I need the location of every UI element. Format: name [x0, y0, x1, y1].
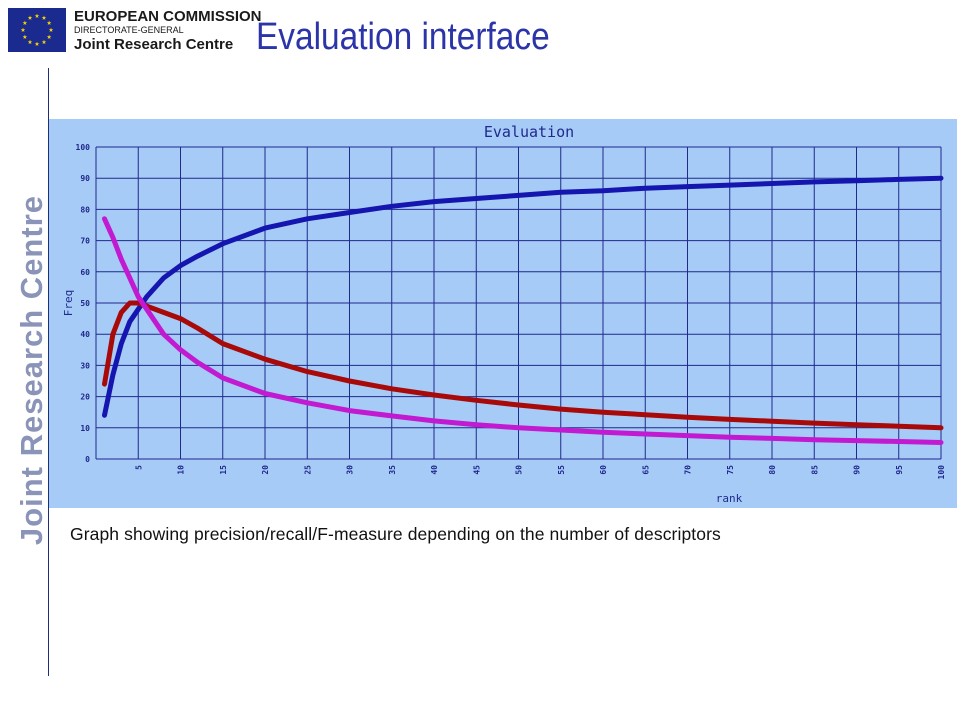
eu-flag-icon	[8, 8, 66, 52]
y-axis-label: Freq	[62, 290, 75, 317]
x-tick-label: 65	[641, 465, 650, 475]
flag-star	[22, 34, 28, 39]
y-tick-label: 80	[80, 205, 90, 214]
figure-caption: Graph showing precision/recall/F-measure…	[70, 524, 721, 544]
x-tick-label: 90	[853, 465, 862, 475]
flag-star	[20, 27, 26, 32]
flag-star	[22, 20, 28, 25]
jrc-name-line: Joint Research Centre	[74, 36, 234, 53]
x-tick-label: 85	[810, 465, 819, 475]
y-tick-label: 0	[85, 455, 90, 464]
side-divider	[48, 68, 49, 676]
flag-star	[46, 20, 52, 25]
flag-star	[48, 27, 54, 32]
y-tick-label: 10	[80, 424, 90, 433]
x-tick-label: 95	[895, 465, 904, 475]
y-tick-label: 100	[76, 143, 91, 152]
x-tick-label: 20	[261, 465, 270, 475]
y-tick-label: 70	[80, 237, 90, 246]
x-tick-label: 75	[726, 465, 735, 475]
x-axis-ticks: 5 10 15 20 25 30 35 40 45 50 55 60 65 70 75 80 85 90 95 100	[134, 465, 946, 480]
y-tick-label: 50	[80, 299, 90, 308]
x-tick-label: 30	[346, 465, 355, 475]
x-tick-label: 35	[388, 465, 397, 475]
y-tick-label: 40	[80, 330, 90, 339]
chart-title: Evaluation	[484, 123, 574, 141]
x-tick-label: 25	[303, 465, 312, 475]
organization-name: EUROPEAN COMMISSION DIRECTORATE-GENERAL …	[74, 8, 262, 53]
chart-grid	[95, 146, 942, 460]
page-title: Evaluation interface	[256, 16, 550, 58]
flag-star	[41, 15, 47, 20]
y-axis-ticks: 0 10 20 30 40 50 60 70 80 90 100	[76, 143, 91, 464]
flag-star	[34, 41, 40, 46]
x-tick-label: 5	[134, 465, 143, 470]
x-tick-label: 70	[684, 465, 693, 475]
chart-svg: Evaluation 0 10 20 30 40 50 60 70 80 90 100 5 10 15 2…	[62, 123, 946, 505]
series-line-3	[102, 216, 944, 445]
x-tick-label: 55	[557, 465, 566, 475]
x-tick-label: 45	[472, 465, 481, 475]
logo-block: EUROPEAN COMMISSION DIRECTORATE-GENERAL …	[8, 8, 262, 60]
y-tick-label: 60	[80, 268, 90, 277]
y-tick-label: 90	[80, 174, 90, 183]
flag-star	[27, 39, 33, 45]
side-banner: Joint Research Centre	[14, 195, 54, 555]
chart-series	[102, 175, 944, 445]
y-tick-label: 30	[80, 361, 90, 370]
x-tick-label: 50	[515, 465, 524, 475]
flag-star	[41, 39, 47, 45]
flag-star	[27, 15, 33, 20]
flag-star	[34, 13, 40, 18]
x-tick-label: 10	[177, 465, 186, 475]
x-tick-label: 60	[599, 465, 608, 475]
org-name-line: EUROPEAN COMMISSION	[74, 8, 262, 25]
x-tick-label: 15	[219, 465, 228, 475]
x-axis-label: rank	[716, 492, 743, 505]
x-tick-label: 100	[937, 465, 946, 480]
x-tick-label: 80	[768, 465, 777, 475]
side-banner-text: Joint Research Centre	[14, 195, 49, 546]
evaluation-chart: Evaluation 0 10 20 30 40 50 60 70 80 90 100 5 10 15 2…	[49, 119, 957, 508]
x-tick-label: 40	[430, 465, 439, 475]
flag-star	[46, 34, 52, 39]
y-tick-label: 20	[80, 393, 90, 402]
directorate-line: DIRECTORATE-GENERAL	[74, 25, 184, 35]
